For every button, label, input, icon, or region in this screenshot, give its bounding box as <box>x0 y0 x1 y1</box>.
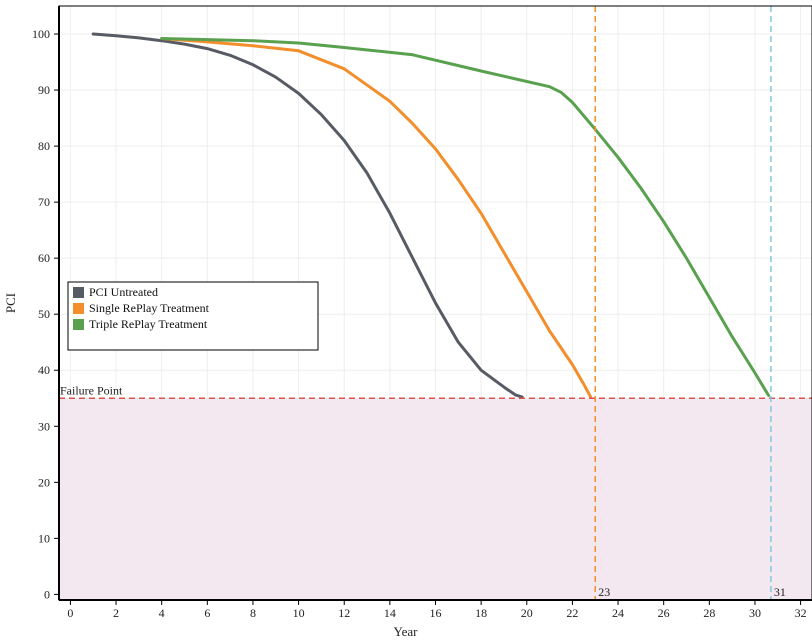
x-axis-title: Year <box>394 624 419 639</box>
legend-label-untreated: PCI Untreated <box>89 285 158 299</box>
x-tick-label: 10 <box>293 606 305 620</box>
x-tick-label: 18 <box>475 606 487 620</box>
legend-swatch-untreated <box>73 287 84 298</box>
x-tick-label: 30 <box>749 606 761 620</box>
vline-label-triple: 31 <box>774 585 786 599</box>
x-axis-ticks: 0 2 4 6 8 10 12 14 16 18 20 22 24 26 28 30 32 <box>67 600 807 620</box>
x-tick-label: 0 <box>67 606 73 620</box>
legend-swatch-single <box>73 303 84 314</box>
x-tick-label: 24 <box>612 606 624 620</box>
y-tick-label: 10 <box>38 531 50 545</box>
vline-label-single: 23 <box>598 585 610 599</box>
failure-zone-shade <box>59 398 812 600</box>
x-tick-label: 8 <box>250 606 256 620</box>
x-tick-label: 6 <box>204 606 210 620</box>
y-tick-label: 70 <box>38 195 50 209</box>
y-tick-label: 20 <box>38 475 50 489</box>
failure-point-label: Failure Point <box>60 383 123 397</box>
legend-label-triple: Triple RePlay Treatment <box>89 317 208 331</box>
x-tick-label: 2 <box>113 606 119 620</box>
legend-swatch-triple <box>73 319 84 330</box>
y-tick-label: 40 <box>38 363 50 377</box>
legend-label-single: Single RePlay Treatment <box>89 301 210 315</box>
x-tick-label: 4 <box>159 606 165 620</box>
y-tick-label: 90 <box>38 83 50 97</box>
legend-box <box>67 281 319 351</box>
series-line-1 <box>160 37 593 399</box>
y-tick-label: 80 <box>38 139 50 153</box>
x-tick-label: 12 <box>338 606 350 620</box>
x-tick-label: 20 <box>521 606 533 620</box>
series-line-0 <box>91 32 524 399</box>
x-tick-label: 16 <box>430 606 442 620</box>
x-tick-label: 32 <box>795 606 807 620</box>
y-axis-title: PCI <box>3 293 18 313</box>
series-line-2 <box>160 37 771 397</box>
y-tick-label: 30 <box>38 419 50 433</box>
y-tick-label: 50 <box>38 307 50 321</box>
reference-lines <box>59 6 812 600</box>
x-tick-label: 22 <box>566 606 578 620</box>
series-lines <box>91 32 771 399</box>
x-tick-label: 26 <box>658 606 670 620</box>
y-tick-label: 0 <box>44 587 50 601</box>
x-tick-label: 28 <box>703 606 715 620</box>
y-tick-label: 60 <box>38 251 50 265</box>
y-tick-label: 100 <box>32 27 50 41</box>
y-axis-ticks: 0 10 20 30 40 50 60 70 80 90 100 <box>32 27 59 601</box>
x-tick-label: 14 <box>384 606 396 620</box>
failure-zone <box>59 398 812 600</box>
legend: PCI Untreated Single RePlay Treatment Tr… <box>67 281 319 351</box>
